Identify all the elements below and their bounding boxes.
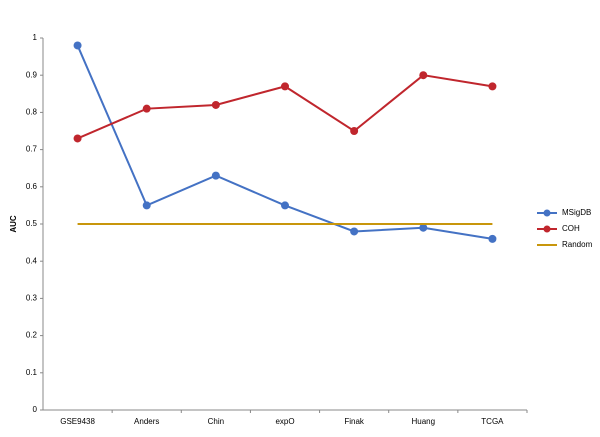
legend-marker bbox=[543, 209, 551, 217]
point bbox=[281, 82, 289, 91]
y-tick-label: 0.3 bbox=[26, 294, 38, 303]
point bbox=[419, 71, 428, 80]
point bbox=[142, 201, 151, 210]
legend-label: Random bbox=[562, 240, 593, 249]
x-tick-label: Finak bbox=[344, 417, 365, 426]
x-tick-label: Huang bbox=[411, 417, 435, 426]
point bbox=[211, 171, 220, 180]
y-tick-label: 0 bbox=[33, 405, 38, 414]
y-tick-label: 0.7 bbox=[26, 145, 38, 154]
point bbox=[350, 227, 359, 236]
legend-label: MSigDB bbox=[562, 208, 591, 217]
y-tick-label: 0.9 bbox=[26, 70, 38, 79]
y-tick-label: 1 bbox=[33, 33, 38, 42]
y-axis-label: AUC bbox=[9, 215, 18, 233]
x-tick-label: Anders bbox=[134, 417, 159, 426]
point bbox=[73, 134, 82, 143]
legend-label: COH bbox=[562, 224, 580, 233]
x-tick-label: TCGA bbox=[481, 417, 504, 426]
point bbox=[419, 223, 428, 232]
legend-marker bbox=[543, 225, 551, 233]
x-tick-label: Chin bbox=[208, 417, 224, 426]
point bbox=[142, 104, 151, 113]
point bbox=[350, 127, 359, 135]
point bbox=[73, 41, 82, 50]
y-tick-label: 0.8 bbox=[26, 108, 38, 117]
x-tick-label: expO bbox=[275, 417, 294, 426]
y-tick-label: 0.6 bbox=[26, 182, 38, 191]
point bbox=[488, 234, 497, 243]
y-tick-label: 0.2 bbox=[26, 331, 38, 340]
y-tick-label: 0.5 bbox=[26, 219, 38, 228]
y-tick-label: 0.4 bbox=[26, 256, 38, 265]
point bbox=[488, 82, 497, 91]
x-tick-label: GSE9438 bbox=[60, 417, 95, 426]
series-line bbox=[76, 45, 493, 240]
point bbox=[281, 201, 289, 210]
point bbox=[211, 100, 220, 109]
y-tick-label: 0.1 bbox=[26, 368, 38, 377]
